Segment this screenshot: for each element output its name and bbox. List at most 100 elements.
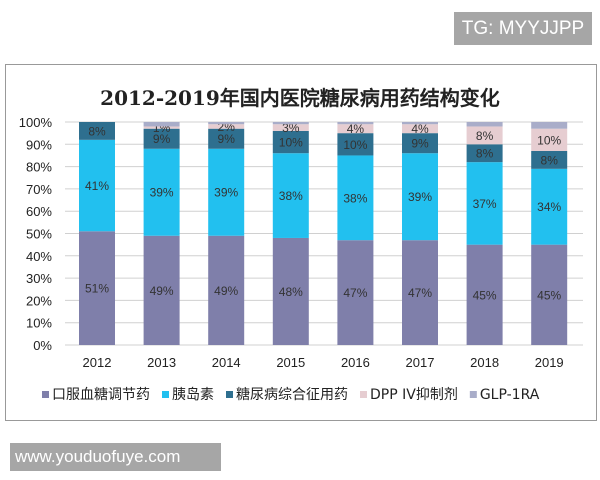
bar-segment: [272, 153, 309, 238]
data-label: 49%: [214, 284, 238, 298]
bar-segment: [531, 128, 568, 151]
y-tick-label: 60%: [26, 204, 52, 219]
bar-segment: [208, 128, 245, 149]
data-label: 49%: [150, 284, 174, 298]
data-label: 9%: [411, 137, 429, 151]
data-label: 4%: [411, 122, 429, 136]
data-label: 8%: [541, 153, 559, 167]
x-tick-label: 2014: [212, 355, 241, 370]
data-label: 37%: [473, 197, 497, 211]
bar-segment: [143, 128, 180, 149]
data-label: 39%: [408, 190, 432, 204]
bar-segment: [143, 148, 180, 236]
bar-segment: [79, 139, 115, 232]
bar-segment: [143, 122, 180, 127]
data-label: 47%: [408, 286, 432, 300]
bar-segment: [79, 122, 115, 140]
bar-segment: [337, 133, 374, 156]
bar-segment: [466, 144, 503, 163]
data-label: 48%: [279, 285, 303, 299]
y-tick-label: 50%: [26, 227, 52, 242]
data-label: 34%: [537, 200, 561, 214]
watermark-bottom: www.youduofuye.com: [10, 443, 221, 471]
x-tick-label: 2012: [83, 355, 112, 370]
data-label: 8%: [476, 129, 494, 143]
y-tick-label: 20%: [26, 293, 52, 308]
x-tick-label: 2018: [470, 355, 499, 370]
y-tick-label: 30%: [26, 271, 52, 286]
bar-segment: [337, 122, 374, 125]
data-label: 8%: [476, 147, 494, 161]
bar-segment: [272, 130, 309, 154]
data-label: 39%: [150, 186, 174, 200]
legend-label: DPP IV抑制剂: [370, 387, 458, 403]
legend-swatch: [162, 391, 169, 398]
y-tick-label: 0%: [33, 338, 52, 353]
y-tick-label: 90%: [26, 137, 52, 152]
data-label: 9%: [153, 132, 171, 146]
data-label: 3%: [282, 121, 300, 135]
bar-segment: [337, 124, 374, 134]
bar-segment: [531, 244, 568, 345]
chart-title: 2012-2019年国内医院糖尿病用药结构变化: [100, 86, 500, 110]
x-tick-label: 2015: [276, 355, 305, 370]
legend-label: 糖尿病综合征用药: [236, 387, 348, 403]
y-tick-label: 70%: [26, 182, 52, 197]
data-label: 45%: [473, 288, 497, 302]
bar-segment: [143, 126, 180, 129]
data-label: 38%: [343, 191, 367, 205]
bar-segment: [208, 235, 245, 345]
bar-segment: [402, 122, 438, 125]
bar-segment: [466, 244, 503, 345]
data-label: 10%: [279, 136, 303, 150]
bar-segment: [402, 133, 438, 154]
legend-swatch: [226, 391, 233, 398]
legend-label: 口服血糖调节药: [52, 387, 150, 403]
watermark-top: TG: MYYJJPP: [454, 12, 592, 45]
bar-segment: [531, 168, 568, 245]
bar-segment: [79, 231, 115, 345]
legend-swatch: [42, 391, 49, 398]
data-label: 10%: [343, 138, 367, 152]
y-tick-label: 100%: [19, 115, 53, 130]
bar-segment: [402, 153, 438, 241]
data-label: 51%: [85, 282, 109, 296]
x-tick-label: 2013: [147, 355, 176, 370]
legend-swatch: [360, 391, 367, 398]
legend-swatch: [469, 391, 477, 398]
bar-segment: [466, 122, 503, 127]
data-label: 41%: [85, 179, 109, 193]
bar-segment: [466, 126, 503, 145]
y-tick-label: 40%: [26, 249, 52, 264]
data-label: 10%: [537, 133, 561, 147]
bar-segment: [337, 155, 374, 241]
data-label: 47%: [343, 286, 367, 300]
data-label: 9%: [218, 132, 236, 146]
bar-segment: [143, 235, 180, 345]
bar-segment: [466, 162, 503, 245]
bar-segment: [208, 124, 245, 129]
legend-label: 胰岛素: [172, 387, 214, 403]
x-tick-label: 2017: [406, 355, 435, 370]
x-tick-label: 2019: [535, 355, 564, 370]
data-label: 8%: [88, 124, 106, 138]
legend-label: GLP-1RA: [480, 387, 540, 403]
bar-segment: [272, 237, 309, 345]
bar-segment: [531, 150, 568, 169]
bar-segment: [531, 122, 568, 129]
y-tick-label: 80%: [26, 160, 52, 175]
data-label: 38%: [279, 189, 303, 203]
x-tick-label: 2016: [341, 355, 370, 370]
data-label: 4%: [347, 122, 365, 136]
bar-segment: [402, 240, 438, 345]
bar-segment: [208, 122, 245, 125]
bar-segment: [337, 240, 374, 345]
bar-segment: [402, 124, 438, 134]
chart-frame: [5, 64, 597, 421]
bar-segment: [272, 124, 309, 131]
y-tick-label: 10%: [26, 316, 52, 331]
data-label: 39%: [214, 186, 238, 200]
bar-segment: [208, 148, 245, 236]
bar-segment: [272, 122, 309, 125]
